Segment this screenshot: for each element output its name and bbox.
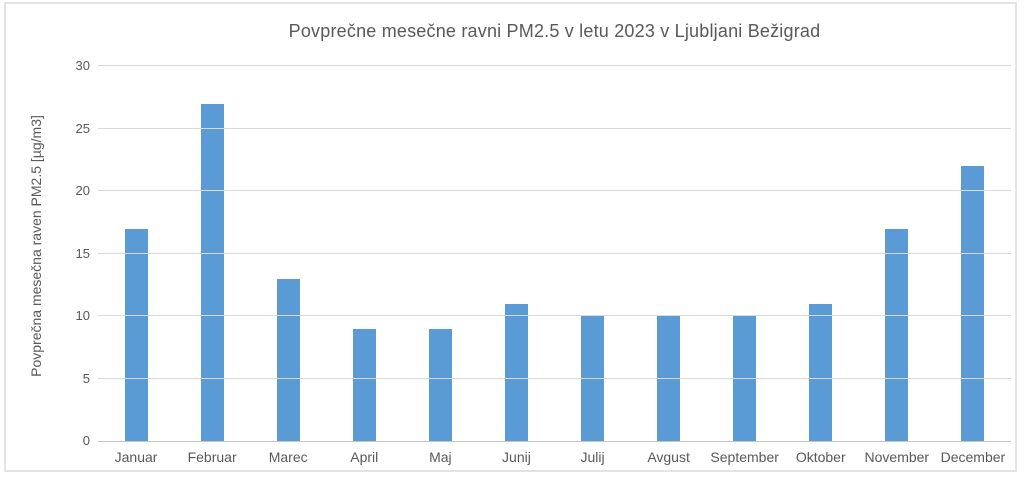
plot-area: 0 5 10 15 20 25 30: [76, 58, 1011, 448]
x-tick-label-november: November: [864, 449, 930, 465]
x-tick-label-april: April: [350, 449, 379, 465]
bar-maj: [428, 328, 452, 441]
bar-januar: [124, 228, 148, 441]
bar-slot-oktober: [783, 66, 859, 441]
chart-frame: Povprečne mesečne ravni PM2.5 v letu 202…: [4, 2, 1017, 472]
bar-slot-marec: [250, 66, 326, 441]
x-tick-label-junij: Junij: [502, 449, 531, 465]
gridline-5: [98, 377, 1011, 379]
bar-marec: [276, 278, 300, 441]
bar-december: [961, 166, 985, 441]
bar-slot-november: [859, 66, 935, 441]
x-axis-labels: Januar Februar Marec April Maj Junij Julij Avgu…: [98, 449, 1011, 465]
y-tick-label-10: 10: [75, 308, 90, 323]
gridline-15: [98, 252, 1011, 254]
bar-junij: [504, 303, 528, 441]
bar-slot-februar: [174, 66, 250, 441]
bars-group: [98, 66, 1011, 441]
x-tick-label-maj: Maj: [429, 449, 452, 465]
y-tick-label-20: 20: [75, 183, 90, 198]
bar-julij: [581, 316, 604, 441]
y-axis-title: Povprečna mesečna raven PM2.5 [µg/m3]: [28, 115, 44, 377]
x-tick-label-februar: Februar: [187, 449, 237, 465]
x-tick-label-januar: Januar: [114, 449, 158, 465]
bar-oktober: [809, 303, 833, 441]
x-tick-label-september: September: [710, 449, 779, 465]
bar-september: [733, 316, 757, 441]
bar-februar: [200, 103, 224, 441]
bar-slot-december: [935, 66, 1011, 441]
gridline-30: [98, 65, 1011, 66]
gridline-10: [98, 315, 1011, 316]
chart-title: Povprečne mesečne ravni PM2.5 v letu 202…: [288, 21, 821, 41]
y-tick-label-30: 30: [75, 58, 90, 73]
bar-slot-avgust: [631, 66, 707, 441]
bar-april: [352, 328, 376, 441]
x-tick-label-avgust: Avgust: [647, 449, 690, 465]
x-tick-label-december: December: [940, 449, 1006, 465]
bar-slot-september: [707, 66, 783, 441]
gridline-20: [98, 190, 1011, 191]
bar-slot-april: [326, 66, 402, 441]
y-tick-label-15: 15: [75, 245, 90, 261]
y-tick-label-25: 25: [75, 120, 90, 136]
y-tick-label-5: 5: [82, 370, 90, 386]
bar-avgust: [657, 316, 681, 441]
y-tick-label-0: 0: [82, 433, 90, 448]
bar-november: [885, 228, 909, 441]
bar-slot-julij: [554, 66, 630, 441]
bar-slot-junij: [478, 66, 554, 441]
x-tick-label-julij: Julij: [580, 449, 605, 465]
gridline-25: [98, 127, 1011, 129]
bar-slot-januar: [98, 66, 174, 441]
x-tick-label-oktober: Oktober: [795, 449, 846, 465]
bar-slot-maj: [402, 66, 478, 441]
x-tick-label-marec: Marec: [268, 449, 308, 465]
